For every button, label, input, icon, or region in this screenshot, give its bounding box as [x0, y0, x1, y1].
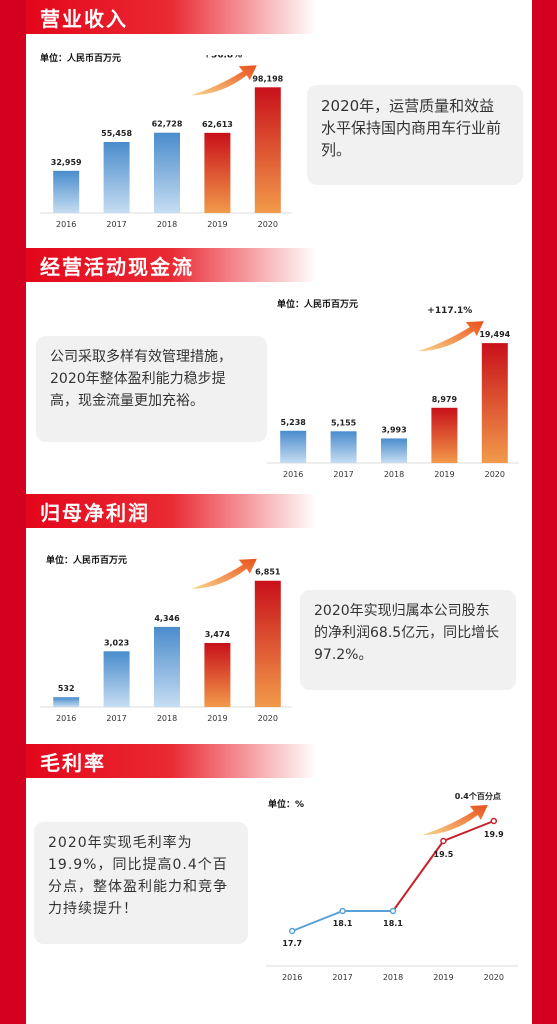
x-tick-2018: 2018 [383, 973, 403, 982]
point-2019 [440, 837, 447, 845]
data-label-2016: 32,959 [51, 158, 82, 167]
growth-arrow-icon [190, 65, 257, 96]
point-2016 [288, 927, 296, 935]
unit-label-revenue: 单位：人民币百万元 [40, 54, 122, 64]
bar-2018 [154, 132, 180, 213]
bar-2017 [103, 651, 130, 707]
x-tick-2020: 2020 [484, 973, 504, 982]
data-label-2019: 8,979 [432, 395, 458, 404]
section-banner-grossmargin: 毛利率 [26, 744, 316, 778]
data-label-2018: 4,346 [154, 614, 180, 623]
x-tick-2017: 2017 [332, 973, 352, 982]
point-2018 [389, 907, 397, 915]
data-label-2016: 17.7 [282, 939, 302, 948]
cashflow-bar-chart: 5,238 2016 5,155 2017 3,993 2018 8,979 2019 19,4… [267, 306, 519, 479]
data-label-2019: 3,474 [205, 630, 231, 639]
data-label-2017: 18.1 [333, 919, 353, 928]
bar-2020 [254, 87, 281, 213]
note-grossmargin: 2020年实现毛利率为19.9%，同比提高0.4个百分点，整体盈利能力和竞争力持… [34, 822, 248, 944]
section-banner-cashflow: 经营活动现金流 [26, 248, 316, 282]
point-2017 [339, 907, 346, 915]
series-line-red [392, 820, 495, 912]
growth-arrow-icon [190, 558, 257, 589]
data-label-2017: 3,023 [104, 638, 129, 647]
growth-label: +117.1% [427, 306, 472, 316]
data-label-2018: 3,993 [381, 425, 406, 434]
grossmargin-line-chart: 17.7 2016 18.1 2017 18.1 2018 19.5 2019 19.9 2020… [266, 792, 518, 982]
section-banner-revenue: 营业收入 [26, 0, 316, 34]
x-tick-2019: 2019 [433, 973, 453, 982]
unit-label-grossmargin: 单位：% [268, 800, 305, 810]
bar-2020 [254, 580, 281, 707]
data-label-2019: 19.5 [434, 850, 454, 859]
section-title-grossmargin: 毛利率 [40, 751, 106, 775]
unit-label-netprofit: 单位：人民币百万元 [46, 556, 128, 566]
x-tick-2019: 2019 [207, 714, 227, 723]
bar-2017 [103, 142, 130, 213]
x-tick-2017: 2017 [106, 714, 126, 723]
growth-arrow-icon [417, 321, 484, 352]
growth-arrow-icon [421, 805, 488, 835]
x-tick-2020: 2020 [258, 220, 278, 229]
data-label-2018: 18.1 [383, 919, 403, 928]
unit-label-cashflow: 单位：人民币百万元 [277, 300, 359, 310]
data-label-2017: 5,155 [331, 418, 357, 427]
note-cashflow: 公司采取多样有效管理措施，2020年整体盈利能力稳步提高，现金流量更加充裕。 [36, 336, 267, 442]
growth-label: +56.8% [203, 55, 242, 60]
bar-2018 [381, 438, 407, 463]
data-label-2020: 98,198 [252, 74, 283, 83]
data-label-2019: 62,613 [202, 120, 233, 129]
x-tick-2020: 2020 [485, 470, 505, 479]
data-label-2016: 532 [58, 684, 75, 693]
x-tick-2018: 2018 [157, 714, 177, 723]
bar-2018 [154, 626, 180, 707]
netprofit-bar-chart: 532 2016 3,023 2017 4,346 2018 3,474 2019 6,851 2… [40, 558, 292, 723]
section-banner-netprofit: 归母净利润 [26, 494, 316, 528]
x-tick-2017: 2017 [333, 470, 353, 479]
data-label-2020: 6,851 [255, 568, 281, 577]
section-title-cashflow: 经营活动现金流 [40, 255, 194, 279]
x-tick-2016: 2016 [56, 220, 76, 229]
bar-2019 [204, 132, 231, 213]
note-revenue: 2020年，运营质量和效益水平保持国内商用车行业前列。 [307, 85, 523, 185]
bar-2016 [53, 697, 80, 707]
point-2020 [490, 817, 498, 825]
x-tick-2019: 2019 [207, 220, 227, 229]
section-title-revenue: 营业收入 [40, 7, 128, 31]
note-netprofit: 2020年实现归属本公司股东的净利润68.5亿元，同比增长97.2%。 [300, 590, 516, 690]
bar-2020 [481, 343, 508, 463]
data-label-2016: 5,238 [281, 418, 307, 427]
bar-2019 [431, 407, 458, 463]
data-label-2018: 62,728 [152, 120, 183, 129]
data-label-2017: 55,458 [101, 129, 132, 138]
data-label-2020: 19.9 [484, 830, 504, 839]
x-tick-2019: 2019 [434, 470, 454, 479]
x-tick-2016: 2016 [283, 470, 303, 479]
x-tick-2020: 2020 [258, 714, 278, 723]
bar-2016 [53, 170, 80, 213]
bar-2016 [280, 430, 307, 463]
x-tick-2018: 2018 [157, 220, 177, 229]
x-tick-2018: 2018 [384, 470, 404, 479]
revenue-bar-chart: 32,959 2016 55,458 2017 62,728 2018 62,613 2019… [40, 55, 292, 229]
bar-2019 [204, 642, 231, 707]
section-title-netprofit: 归母净利润 [40, 501, 150, 525]
growth-label: 0.4个百分点 [455, 792, 501, 801]
x-tick-2016: 2016 [282, 973, 302, 982]
x-tick-2016: 2016 [56, 714, 76, 723]
bar-2017 [330, 431, 357, 463]
data-label-2020: 19,494 [479, 330, 510, 339]
x-tick-2017: 2017 [106, 220, 126, 229]
